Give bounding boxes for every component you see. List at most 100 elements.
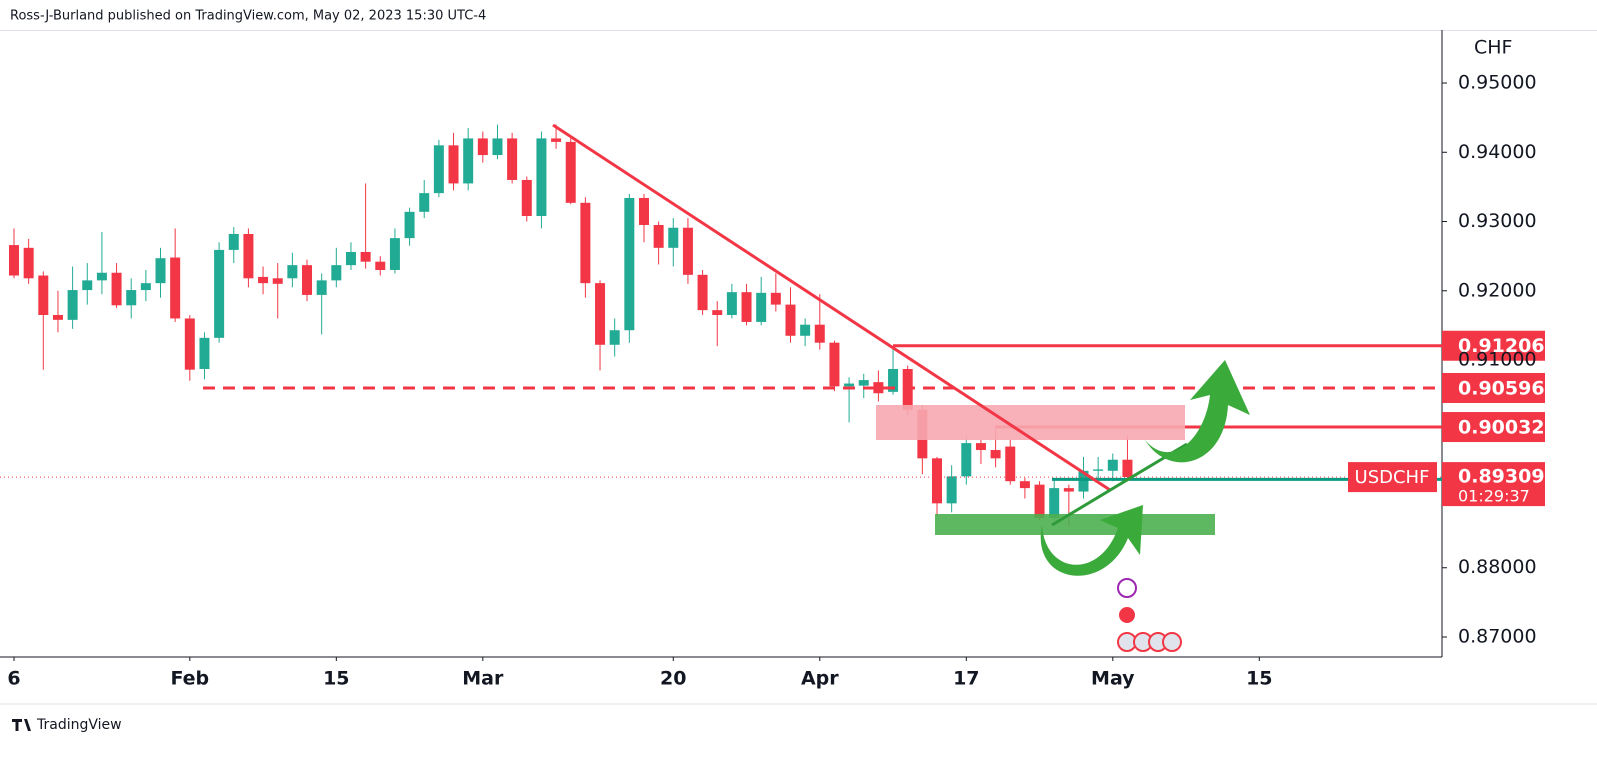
candle-body [140, 283, 151, 291]
plot [0, 30, 1447, 661]
logo [12, 719, 31, 731]
price-labels: 0.912060.905960.900320.89277USDCHF0.8930… [1348, 330, 1545, 507]
level-label: 0.91206 [1458, 335, 1545, 357]
candle-body [580, 202, 591, 284]
candle-body [668, 227, 679, 248]
candle-body [756, 292, 767, 322]
event-icon [1162, 632, 1182, 652]
level-label-box [1442, 412, 1545, 443]
candle-body [975, 443, 986, 451]
candle-body [873, 382, 884, 394]
trend-line [552, 123, 1111, 492]
candle-body [170, 257, 181, 319]
candle-body [155, 258, 166, 284]
candle-body [770, 292, 781, 305]
candle-body [360, 251, 371, 262]
candle-body [287, 265, 298, 279]
candle-body [726, 292, 737, 315]
level-label: 0.90032 [1458, 417, 1545, 439]
candle-body [1019, 481, 1030, 489]
y-tick-label: 0.88000 [1458, 556, 1537, 578]
candle-body [111, 272, 122, 306]
candle-body [331, 265, 342, 281]
last-price-label: 0.89309 [1458, 466, 1545, 488]
event-icon [1117, 578, 1137, 598]
candle-body [345, 251, 356, 266]
candle-body [697, 274, 708, 311]
arrow [1040, 505, 1143, 576]
author-line: Ross-J-Burland published on TradingView.… [10, 9, 486, 24]
candle-body [1034, 484, 1045, 518]
y-tick-label: 0.87000 [1458, 625, 1537, 647]
candle-body [404, 211, 415, 239]
candle-body [536, 138, 547, 216]
y-tick-label: 0.95000 [1458, 72, 1537, 94]
candle-body [712, 310, 723, 315]
candle-body [741, 292, 752, 322]
candle-body [1005, 446, 1016, 482]
x-tick-label: 15 [323, 668, 349, 690]
candle-body [82, 280, 93, 291]
support-zone [935, 514, 1215, 535]
level-label-box [1442, 330, 1545, 361]
level-label: 0.90596 [1458, 377, 1545, 399]
candle-body [243, 233, 254, 279]
candle-body [653, 224, 664, 248]
event-icon [1117, 605, 1137, 625]
candle-body [1049, 488, 1060, 518]
candle-body [1107, 459, 1118, 471]
x-tick-label: 15 [1246, 668, 1272, 690]
x-tick-label: Apr [801, 668, 839, 690]
candle-body [507, 138, 518, 180]
candle-body [258, 276, 269, 284]
candle-body [1122, 459, 1133, 478]
x-tick-label: 17 [953, 668, 979, 690]
candle-body [521, 179, 532, 216]
candle-body [638, 197, 649, 225]
candle-body [785, 304, 796, 336]
last-price-box [1442, 462, 1545, 507]
candle-body [96, 272, 107, 281]
candle-body [316, 280, 327, 295]
level-label-box [1442, 372, 1545, 403]
y-tick-label: 0.91000 [1458, 349, 1537, 371]
candle-body [829, 342, 840, 387]
candle-body [595, 283, 606, 345]
top-border [0, 30, 1597, 31]
candle-body [9, 245, 20, 276]
candle-body [389, 238, 400, 270]
x-tick-label: May [1091, 668, 1135, 690]
candle-body [990, 450, 1001, 459]
candle-body [184, 318, 195, 370]
y-tick-label: 0.94000 [1458, 141, 1537, 163]
candle-body [67, 290, 78, 320]
y-tick-label: 0.93000 [1458, 210, 1537, 232]
candle-body [800, 324, 811, 336]
candle-body [814, 324, 825, 343]
candle-body [844, 383, 855, 387]
candle-body [858, 380, 869, 386]
countdown: 01:29:37 [1458, 487, 1530, 506]
candle-body [463, 138, 474, 184]
candle-body [419, 193, 430, 212]
resistance-zone [876, 405, 1185, 440]
candle-body [492, 138, 503, 156]
candle-body [38, 275, 49, 315]
candle-body [946, 476, 957, 504]
candle-body [609, 330, 620, 345]
candle-body [302, 265, 313, 295]
x-tick-label: Mar [462, 668, 504, 690]
x-tick-label: Feb [170, 668, 209, 690]
candle-body [23, 247, 34, 279]
candle-body [228, 233, 239, 250]
candle-body [126, 290, 137, 306]
candle-body [214, 249, 225, 338]
candle-body [477, 138, 488, 156]
y-tick-label: 0.92000 [1458, 279, 1537, 301]
candle-body [272, 278, 283, 284]
arrow [1145, 360, 1250, 463]
brand: TradingView [36, 717, 122, 733]
candle-body [199, 337, 210, 370]
x-tick-label: 6 [7, 668, 20, 690]
